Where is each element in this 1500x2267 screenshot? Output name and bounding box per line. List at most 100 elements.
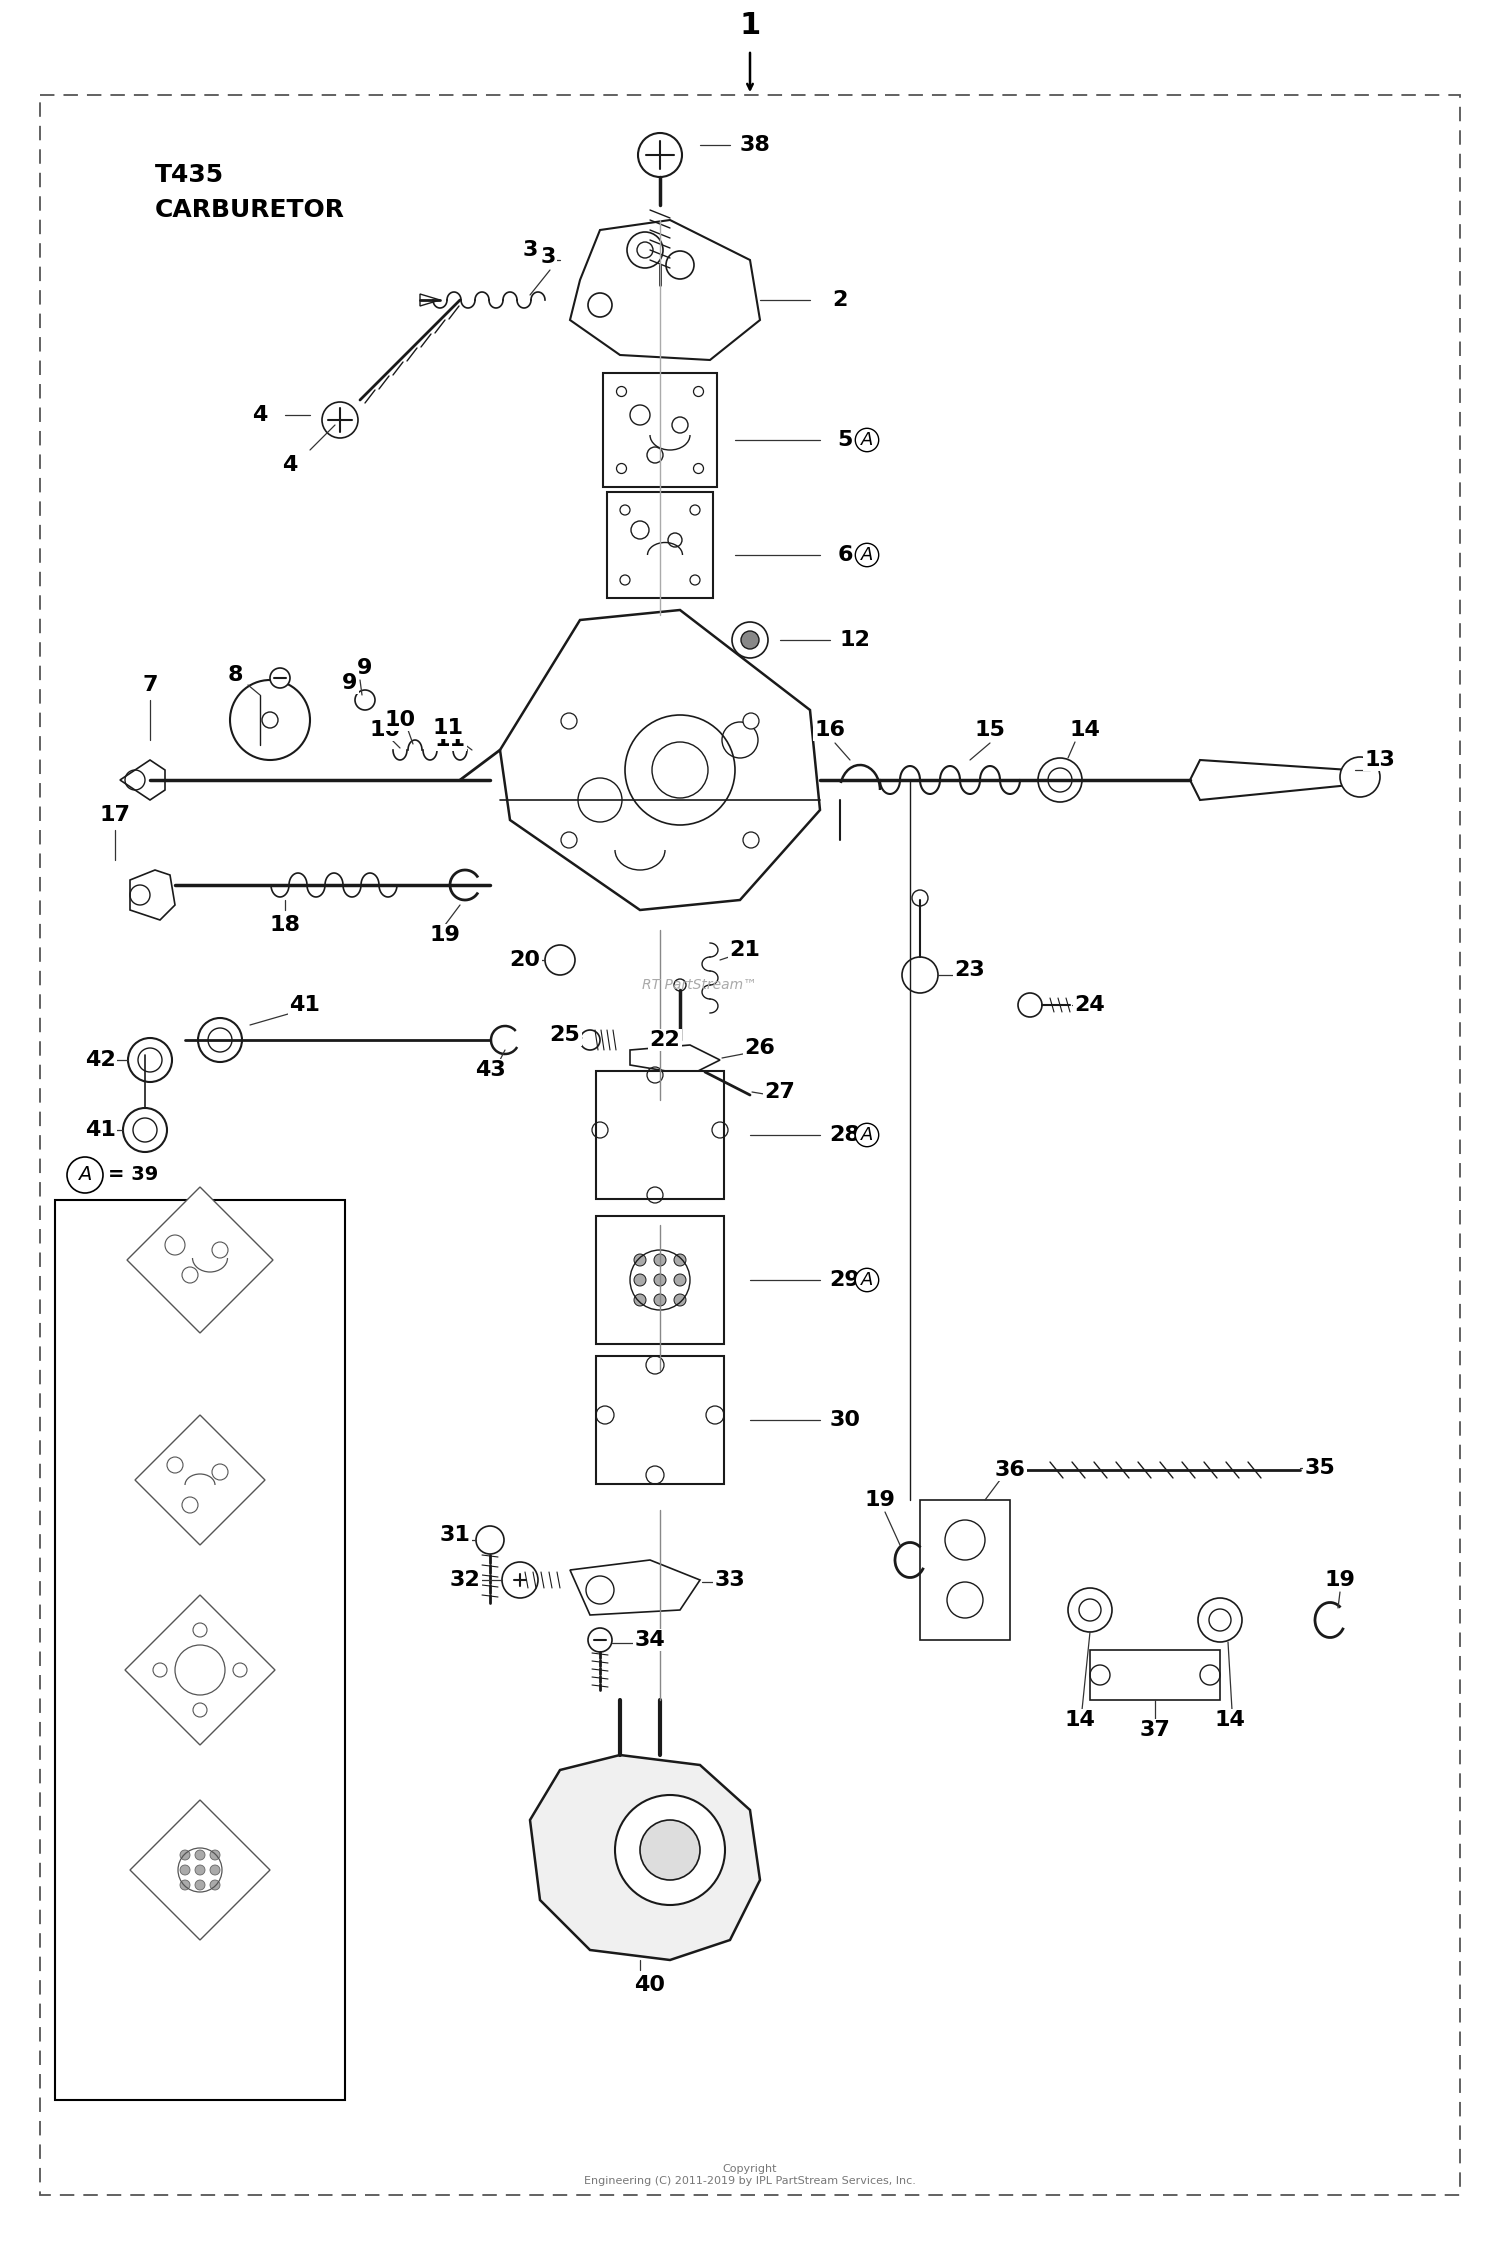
Circle shape — [742, 832, 759, 848]
Text: 18: 18 — [270, 916, 300, 934]
Polygon shape — [630, 1045, 720, 1075]
Circle shape — [690, 576, 700, 585]
Circle shape — [615, 1795, 724, 1904]
Circle shape — [230, 680, 310, 759]
Text: 3: 3 — [540, 247, 555, 268]
Circle shape — [503, 1562, 538, 1598]
Circle shape — [620, 506, 630, 515]
Text: 19: 19 — [429, 925, 460, 945]
Text: 26: 26 — [744, 1038, 776, 1059]
Circle shape — [634, 1274, 646, 1285]
Polygon shape — [130, 1800, 270, 1941]
Circle shape — [638, 134, 682, 177]
Text: RT PartStream™: RT PartStream™ — [642, 977, 758, 993]
Text: 17: 17 — [99, 805, 130, 825]
Circle shape — [666, 252, 694, 279]
Circle shape — [68, 1156, 104, 1192]
Circle shape — [693, 462, 703, 474]
Text: 24: 24 — [1074, 995, 1106, 1016]
Polygon shape — [570, 220, 760, 360]
Circle shape — [690, 506, 700, 515]
Polygon shape — [597, 1217, 723, 1344]
Circle shape — [616, 385, 627, 397]
Circle shape — [693, 385, 703, 397]
Polygon shape — [420, 295, 440, 306]
Circle shape — [210, 1850, 220, 1859]
Circle shape — [732, 621, 768, 657]
Text: 28: 28 — [830, 1124, 861, 1145]
Polygon shape — [608, 492, 712, 598]
Circle shape — [180, 1850, 190, 1859]
Text: 19: 19 — [864, 1489, 895, 1510]
Text: 41: 41 — [290, 995, 321, 1016]
Circle shape — [195, 1866, 206, 1875]
Text: 11: 11 — [435, 730, 465, 750]
Text: 9: 9 — [342, 673, 357, 694]
Circle shape — [902, 957, 938, 993]
Circle shape — [210, 1879, 220, 1891]
Polygon shape — [530, 1755, 760, 1961]
Text: 3: 3 — [522, 240, 537, 261]
Text: 11: 11 — [432, 719, 464, 739]
Circle shape — [588, 292, 612, 317]
Circle shape — [627, 231, 663, 268]
Text: 38: 38 — [740, 136, 771, 154]
Text: 25: 25 — [549, 1025, 580, 1045]
Text: A: A — [861, 1272, 873, 1290]
Text: 10: 10 — [384, 710, 416, 730]
Text: A: A — [78, 1165, 92, 1183]
Circle shape — [616, 462, 627, 474]
Circle shape — [580, 1029, 600, 1050]
Text: = 39: = 39 — [108, 1165, 159, 1183]
Text: 29: 29 — [830, 1270, 861, 1290]
Circle shape — [674, 1294, 686, 1306]
Circle shape — [674, 1274, 686, 1285]
Circle shape — [198, 1018, 242, 1061]
Circle shape — [912, 891, 928, 907]
Polygon shape — [1190, 759, 1350, 800]
Circle shape — [270, 669, 290, 687]
Circle shape — [1340, 757, 1380, 798]
Text: Copyright
Engineering (C) 2011-2019 by IPL PartStream Services, Inc.: Copyright Engineering (C) 2011-2019 by I… — [584, 2165, 916, 2185]
Text: A: A — [861, 546, 873, 564]
Text: 14: 14 — [1065, 1709, 1095, 1730]
Polygon shape — [135, 1415, 266, 1546]
Polygon shape — [128, 1188, 273, 1333]
Text: 34: 34 — [634, 1630, 666, 1650]
Text: 22: 22 — [650, 1029, 681, 1050]
Text: 6: 6 — [837, 544, 852, 564]
Polygon shape — [603, 374, 717, 487]
Circle shape — [180, 1866, 190, 1875]
Text: 43: 43 — [474, 1061, 506, 1079]
Text: A: A — [861, 1127, 873, 1145]
Text: 9: 9 — [357, 657, 372, 678]
Circle shape — [634, 1254, 646, 1265]
Text: 13: 13 — [1365, 750, 1395, 771]
Circle shape — [322, 401, 358, 438]
Circle shape — [634, 1294, 646, 1306]
Text: 23: 23 — [954, 959, 986, 979]
Polygon shape — [1090, 1650, 1220, 1700]
Bar — [56, 1199, 345, 2099]
Text: 16: 16 — [815, 721, 846, 739]
Polygon shape — [597, 1356, 723, 1483]
Text: T435: T435 — [154, 163, 224, 186]
Text: 7: 7 — [142, 676, 158, 696]
Text: 4: 4 — [252, 406, 267, 424]
Circle shape — [476, 1526, 504, 1553]
Text: 20: 20 — [510, 950, 540, 970]
Circle shape — [654, 1274, 666, 1285]
Text: 42: 42 — [84, 1050, 116, 1070]
Circle shape — [123, 1109, 166, 1152]
Polygon shape — [130, 871, 176, 920]
Circle shape — [128, 1038, 172, 1081]
Text: 33: 33 — [714, 1571, 746, 1589]
Text: 10: 10 — [369, 721, 400, 739]
Text: 2: 2 — [833, 290, 848, 311]
Text: 14: 14 — [1070, 721, 1101, 739]
Circle shape — [620, 576, 630, 585]
Polygon shape — [597, 1072, 723, 1199]
Text: 41: 41 — [84, 1120, 116, 1140]
Circle shape — [561, 832, 578, 848]
Text: A: A — [861, 431, 873, 449]
